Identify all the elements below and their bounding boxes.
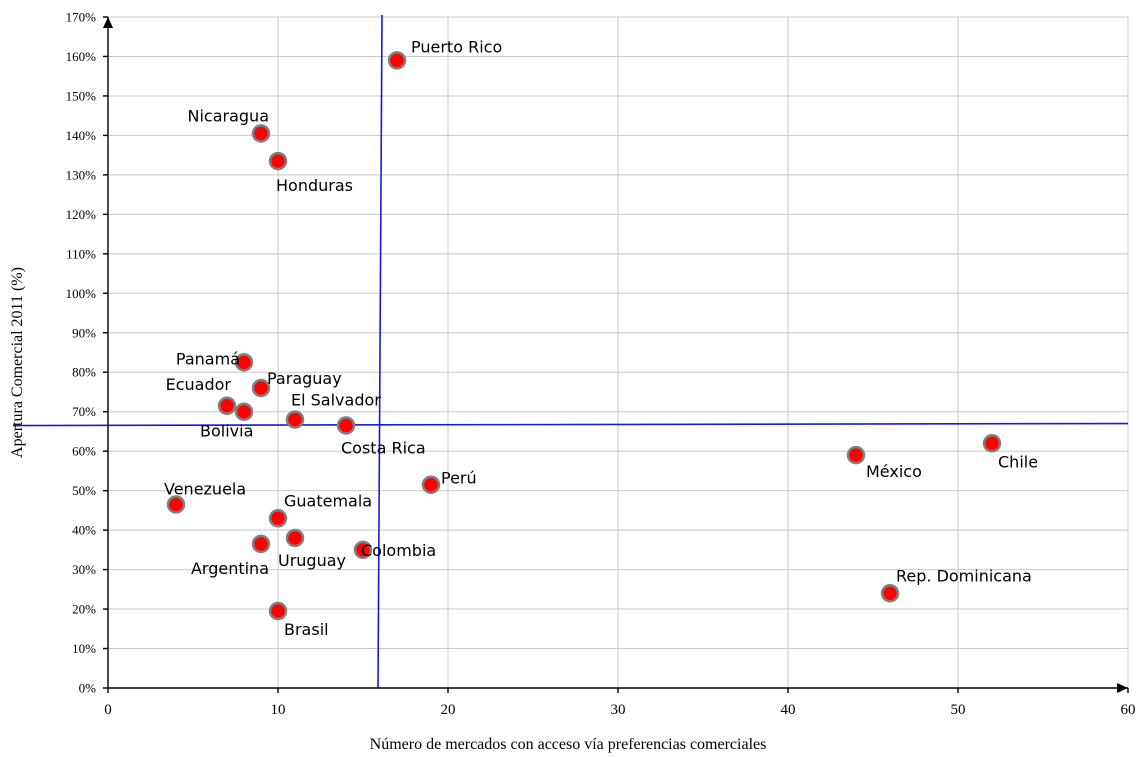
point-label: Uruguay (278, 551, 346, 570)
data-point (846, 445, 866, 465)
point-label: Puerto Rico (411, 37, 502, 56)
y-tick-label: 30% (72, 562, 96, 577)
data-point (285, 410, 305, 429)
data-point (421, 475, 441, 494)
point-label: Venezuela (164, 479, 246, 498)
data-point (251, 124, 271, 143)
data-point (268, 601, 288, 621)
y-tick-label: 140% (66, 128, 97, 143)
data-point (251, 378, 271, 398)
point-label: Colombia (361, 541, 436, 560)
vertical-reference-line (377, 14, 383, 689)
x-axis-title: Número de mercados con acceso vía prefer… (370, 736, 767, 753)
data-point (268, 509, 288, 528)
y-axis-arrow (103, 17, 113, 28)
y-tick-label: 70% (72, 404, 96, 419)
horizontal-reference-line (12, 422, 1129, 427)
y-tick-label: 110% (66, 246, 96, 261)
point-label: Brasil (284, 620, 329, 639)
data-point (285, 528, 305, 548)
x-tick-label: 40 (781, 702, 796, 718)
y-tick-label: 160% (66, 49, 97, 64)
data-point (387, 51, 407, 70)
data-point (336, 416, 356, 435)
point-label: Argentina (191, 559, 269, 578)
y-tick-label: 120% (66, 207, 97, 222)
y-tick-label: 130% (66, 167, 97, 182)
x-tick-label: 10 (271, 702, 286, 718)
x-axis-arrow (1117, 683, 1128, 693)
point-label: Honduras (276, 176, 353, 195)
y-tick-label: 150% (66, 88, 97, 103)
y-tick-label: 10% (72, 641, 96, 656)
point-labels: Puerto Rico Nicaragua Honduras Panamá Paragu… (164, 37, 1038, 639)
x-tick-label: 50 (951, 702, 966, 718)
point-label: Perú (441, 469, 477, 488)
point-label: Nicaragua (188, 106, 270, 125)
point-label: Costa Rica (341, 439, 426, 458)
data-point (880, 584, 900, 603)
data-point (217, 396, 237, 416)
point-label: Guatemala (284, 491, 372, 510)
y-tick-label: 20% (72, 602, 96, 617)
y-tick-label: 170% (66, 10, 97, 25)
reference-lines (12, 14, 1129, 689)
y-tick-label: 50% (72, 483, 96, 498)
point-label: Panamá (176, 349, 240, 368)
grid-lines (108, 16, 1129, 688)
y-tick-label: 0% (79, 681, 97, 696)
data-point (251, 534, 271, 554)
point-label: Ecuador (166, 375, 232, 394)
x-tick-label: 20 (441, 702, 456, 718)
y-tick-label: 80% (72, 365, 96, 380)
x-tick-label: 30 (611, 702, 626, 718)
point-label: Bolivia (200, 422, 253, 441)
point-label: Chile (998, 452, 1038, 471)
y-tick-label: 40% (72, 523, 96, 538)
point-label: Rep. Dominicana (896, 566, 1032, 585)
point-label: El Salvador (291, 391, 381, 410)
x-tick-label: 0 (104, 702, 112, 718)
data-point (234, 402, 254, 421)
data-point (982, 434, 1002, 453)
data-point (353, 540, 373, 560)
x-tick-label: 60 (1121, 702, 1136, 718)
data-point (234, 353, 254, 372)
point-label: México (866, 462, 922, 481)
y-tick-label: 60% (72, 444, 96, 459)
tick-labels: 0% 10% 20% 30% 40% 50% 60% 70% 80% 90% 100% 110% 120… (66, 10, 1136, 719)
y-tick-label: 100% (66, 286, 97, 301)
point-label: Paraguay (267, 369, 342, 388)
data-point (166, 495, 186, 514)
data-points (166, 51, 1002, 621)
y-axis-title: Apertura Comercial 2011 (%) (9, 267, 26, 458)
data-point (268, 151, 288, 171)
y-tick-label: 90% (72, 325, 96, 340)
